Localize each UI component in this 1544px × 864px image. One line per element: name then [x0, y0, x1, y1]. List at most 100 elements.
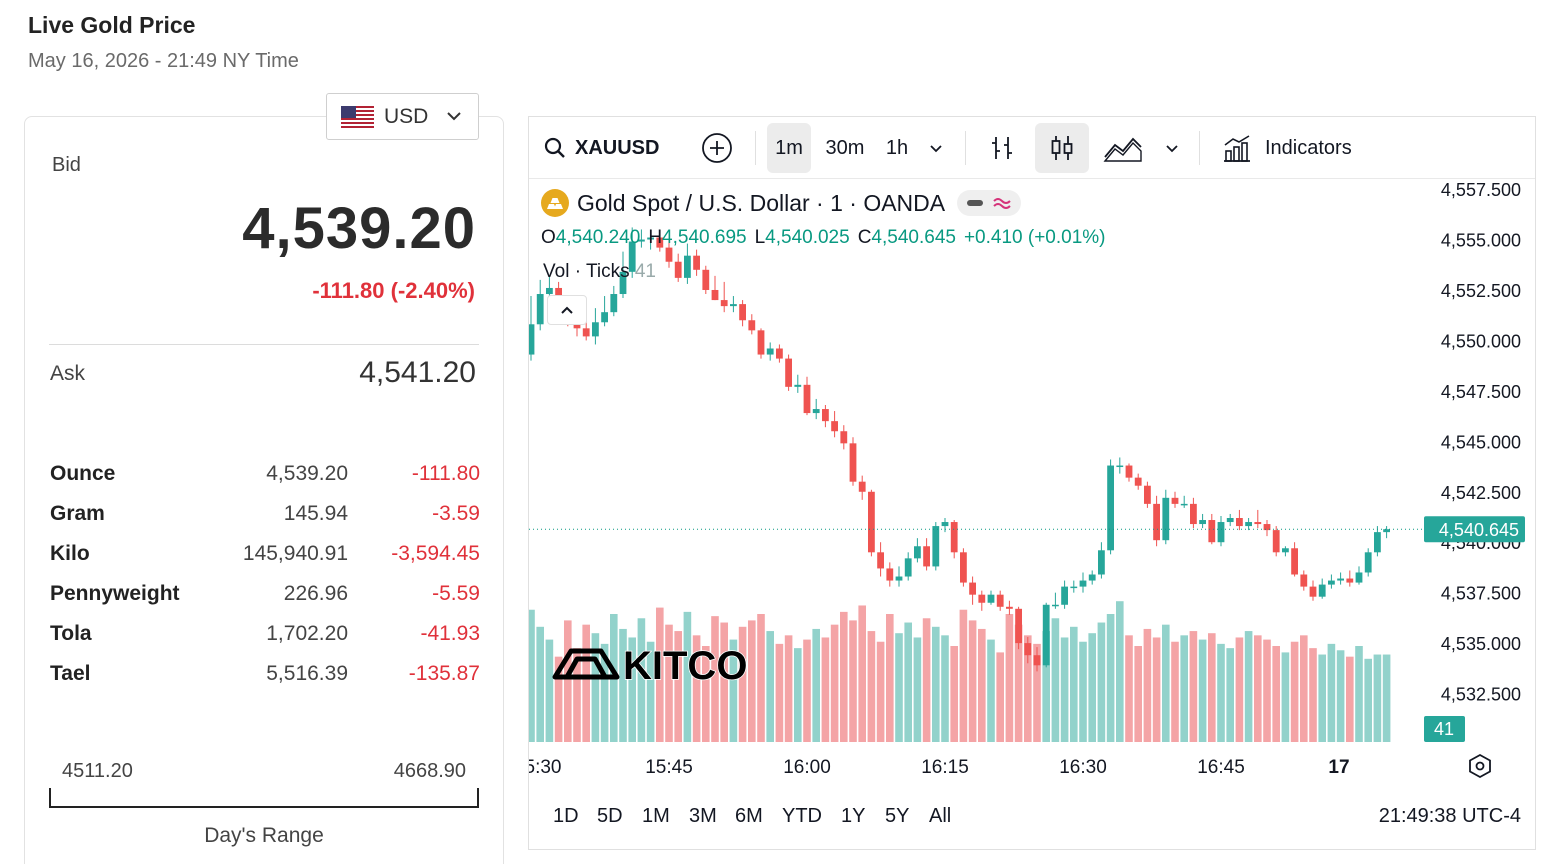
range-1m[interactable]: 1M: [642, 805, 670, 827]
collapse-legend-button[interactable]: [547, 295, 587, 325]
volume-bar: [554, 656, 563, 742]
range-ytd[interactable]: YTD: [782, 805, 822, 827]
time-axis: 5:30 15:45 16:00 16:15 16:30 16:45 17: [529, 757, 1350, 778]
volume-bar: [950, 646, 958, 742]
volume-bar: [1382, 654, 1391, 742]
volume-bar: [1042, 631, 1050, 742]
time-tick-label: 16:45: [1197, 757, 1245, 778]
candle-body: [656, 237, 664, 248]
interval-1m[interactable]: 1m: [767, 123, 811, 173]
high-value: 4,540.695: [662, 227, 747, 248]
indicators-icon: [1224, 135, 1250, 162]
low-label: L: [754, 227, 766, 248]
candlestick-chart[interactable]: KITCO 4,557.500 4,555.000 4,552.500 4,550.0…: [529, 179, 1536, 779]
candle-body: [592, 322, 599, 337]
unit-name: Kilo: [50, 542, 90, 565]
volume-bar: [1373, 654, 1382, 742]
volume-bar: [867, 631, 876, 742]
price-chart[interactable]: KITCO 4,557.500 4,555.000 4,552.500 4,550.0…: [529, 179, 1536, 779]
volume-bar: [1014, 624, 1023, 742]
range-6m[interactable]: 6M: [735, 805, 763, 827]
candle-body: [877, 552, 884, 569]
volume-bar: [794, 648, 802, 742]
candle-body: [1217, 522, 1225, 543]
range-3m[interactable]: 3M: [689, 805, 717, 827]
chart-clock: 21:49:38 UTC-4: [1378, 805, 1521, 827]
chart-style-dropdown[interactable]: [1163, 123, 1181, 173]
price-tick-label: 4,532.500: [1441, 685, 1521, 705]
interval-30m[interactable]: 30m: [825, 136, 865, 159]
volume-bar: [932, 626, 940, 742]
volume-bar: [720, 622, 728, 742]
compare-button[interactable]: [701, 123, 733, 173]
chevron-up-icon: [561, 306, 573, 314]
candle-body: [1033, 655, 1041, 666]
symbol-search-button[interactable]: XAUUSD: [543, 123, 659, 173]
range-5y[interactable]: 5Y: [885, 805, 910, 827]
volume-bar: [757, 614, 765, 742]
volume-bar: [849, 620, 857, 742]
unit-price: 1,702.20: [266, 622, 348, 645]
volume-bar: [665, 624, 673, 742]
toolbar-separator: [965, 131, 966, 165]
candle-body: [757, 330, 765, 355]
currency-select[interactable]: USD: [326, 93, 479, 140]
candle-body: [914, 546, 921, 559]
candle-body: [776, 348, 783, 359]
unit-name: Pennyweight: [50, 582, 180, 605]
price-tick-label: 4,535.000: [1441, 634, 1521, 654]
volume-bar: [1171, 641, 1179, 742]
unit-row-ounce: Ounce 4,539.20 -111.80: [50, 458, 480, 498]
candle-body: [923, 546, 930, 567]
volume-bar: [582, 624, 590, 742]
range-5d[interactable]: 5D: [597, 805, 623, 827]
volume-bar: [821, 637, 830, 742]
volume-bar: [1079, 641, 1087, 742]
volume-bar: [683, 611, 692, 742]
indicators-button[interactable]: Indicators: [1221, 123, 1352, 173]
toolbar-separator: [755, 131, 756, 165]
candle-body: [840, 431, 848, 444]
candle-body: [904, 558, 912, 577]
time-tick-label: 5:30: [529, 757, 561, 778]
ohlc-legend: O4,540.240 H4,540.695 L4,540.025 C4,540.645…: [541, 227, 1114, 249]
volume-bar: [529, 609, 535, 742]
candle-body: [794, 384, 802, 387]
volume-bar: [1097, 622, 1106, 742]
candle-body: [1098, 550, 1105, 575]
candle-body: [822, 409, 829, 422]
candle-body: [546, 287, 553, 295]
volume-bar: [1198, 639, 1207, 742]
chart-settings-button[interactable]: [1467, 753, 1493, 784]
volume-bar: [1226, 648, 1234, 742]
candle-body: [720, 300, 728, 307]
close-value: 4,540.645: [871, 227, 956, 248]
interval-dropdown[interactable]: [927, 123, 945, 173]
bid-label: Bid: [52, 154, 81, 176]
range-all[interactable]: All: [929, 805, 952, 827]
range-1d[interactable]: 1D: [553, 805, 579, 827]
volume-bar: [729, 639, 738, 742]
candle-body: [1236, 518, 1243, 527]
volume-bar: [895, 633, 903, 742]
candle-body: [1190, 503, 1197, 525]
candle-body: [1272, 530, 1280, 553]
candle-body: [941, 522, 949, 527]
area-style-button[interactable]: [1103, 123, 1143, 173]
unit-change: -41.93: [420, 622, 480, 645]
candle-body: [748, 320, 756, 331]
market-status-pill[interactable]: [957, 190, 1022, 216]
candle-body: [1355, 572, 1363, 583]
volume-bar: [1290, 641, 1299, 742]
volume-bar: [840, 611, 848, 742]
interval-1h[interactable]: 1h: [885, 136, 909, 159]
price-card: [24, 116, 504, 864]
time-tick-label: 16:15: [921, 757, 969, 778]
bar-style-button[interactable]: [987, 123, 1017, 173]
unit-change: -3.59: [432, 502, 480, 525]
candles-style-button[interactable]: [1035, 123, 1089, 173]
range-1y[interactable]: 1Y: [841, 805, 866, 827]
volume-bar: [922, 618, 931, 742]
candle-body: [739, 304, 746, 321]
symbol-label: XAUUSD: [575, 136, 660, 159]
